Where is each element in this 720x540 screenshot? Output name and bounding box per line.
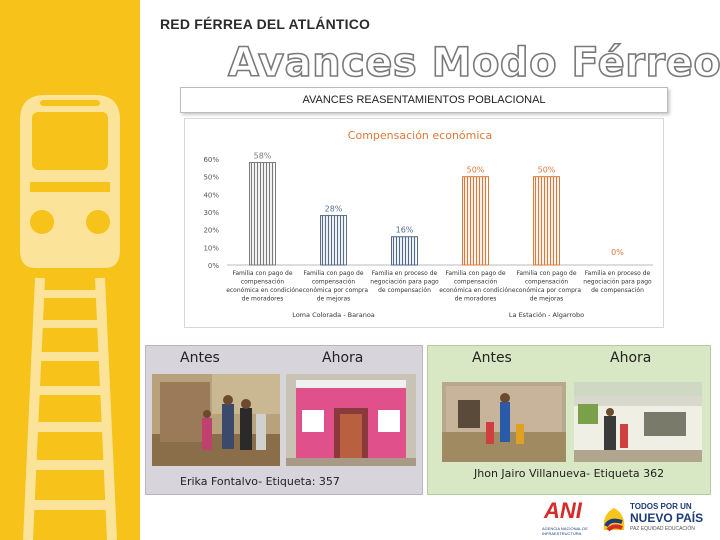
category-label: económica en condición — [226, 287, 299, 294]
data-label: 16% — [396, 226, 414, 235]
y-tick-label: 10% — [203, 244, 219, 252]
caption-right: Jhon Jairo Villanueva- Etiqueta 362 — [474, 467, 665, 480]
before-photo-right — [442, 382, 566, 462]
category-label: de moradores — [242, 296, 284, 303]
category-label: Familia con pago de — [445, 270, 505, 277]
category-label: de compensación — [591, 287, 644, 294]
category-label: de moradores — [455, 296, 497, 303]
chart-canvas: Compensación económica 0% 10% 20% 30% 40% 50% 6… — [203, 129, 653, 319]
category-label: Familia en proceso de — [372, 270, 438, 277]
category-label: de mejoras — [317, 296, 351, 303]
y-tick-label: 0% — [208, 262, 219, 270]
category-label: Familia con pago de — [232, 270, 292, 277]
sidebar-train-banner — [0, 0, 140, 540]
category-label: negociación para pago — [370, 279, 439, 286]
chart-title: Compensación económica — [348, 129, 492, 142]
category-label: de mejoras — [530, 296, 564, 303]
y-tick-label: 20% — [203, 227, 219, 235]
section-subtitle: AVANCES REASENTAMIENTOS POBLACIONAL — [180, 87, 668, 113]
after-label-left: Ahora — [322, 350, 364, 366]
data-label: 50% — [467, 166, 485, 175]
group-label: La Estación - Algarrobo — [509, 311, 584, 319]
after-label-right: Ahora — [610, 350, 652, 366]
bar — [533, 176, 560, 266]
category-label: económica por compra — [299, 287, 368, 294]
ani-logo-subtitle: AGENCIA NACIONAL DE INFRAESTRUCTURA — [542, 526, 588, 536]
page-title: Avances Modo Férreo — [227, 39, 720, 87]
data-label: 50% — [538, 166, 556, 175]
before-photo-left — [152, 374, 280, 466]
after-photo-left — [286, 374, 416, 466]
before-label-left: Antes — [180, 350, 220, 366]
before-label-right: Antes — [472, 350, 512, 366]
data-label: 58% — [254, 152, 272, 161]
company-title: RED FÉRREA DEL ATLÁNTICO — [160, 16, 371, 32]
caption-left: Erika Fontalvo- Etiqueta: 357 — [180, 475, 340, 488]
category-label: económica por compra — [512, 287, 581, 294]
after-photo-right — [574, 382, 702, 462]
category-label: económica en condición — [439, 287, 512, 294]
gov-slogan-line2: NUEVO PAÍS — [630, 511, 704, 525]
group-label: Loma Colorada - Baranoa — [292, 311, 375, 319]
bar — [391, 236, 418, 266]
category-label: Familia en proceso de — [585, 270, 651, 277]
data-label: 28% — [325, 205, 343, 214]
y-tick-label: 30% — [203, 209, 219, 217]
category-label: de compensación — [378, 287, 431, 294]
gov-slogan-line1: TODOS POR UN — [630, 502, 692, 511]
ani-logo: ANI AGENCIA NACIONAL DE INFRAESTRUCTURA — [540, 494, 600, 540]
y-tick-label: 60% — [203, 156, 219, 164]
category-label: compensación — [241, 279, 285, 286]
category-label: compensación — [525, 279, 569, 286]
photo-panel-right: Antes Ahora Jhon Jairo Villanueva- Etiqu… — [427, 345, 711, 495]
bar — [249, 162, 276, 266]
bar — [320, 215, 347, 266]
gov-slogan-line3: PAZ EQUIDAD EDUCACIÓN — [630, 526, 695, 532]
category-label: Familia con pago de — [303, 270, 363, 277]
data-label: 0% — [611, 248, 624, 257]
ani-logo-text: ANI — [544, 498, 582, 523]
train-icon — [20, 95, 120, 540]
category-label: Familia con pago de — [516, 270, 576, 277]
colombia-flag-icon — [603, 508, 625, 532]
category-label: compensación — [312, 279, 356, 286]
photo-panel-left: Antes Ahora Erika Fontalvo- Eti — [145, 345, 423, 495]
bar-chart: Compensación económica 0% 10% 20% 30% 40% 50% 6… — [184, 118, 664, 328]
category-label: compensación — [454, 279, 498, 286]
y-tick-label: 40% — [203, 191, 219, 199]
government-logo: TODOS POR UN NUEVO PAÍS PAZ EQUIDAD EDUC… — [600, 494, 710, 540]
bar — [462, 176, 489, 266]
category-label: negociación para pago — [583, 279, 652, 286]
y-tick-label: 50% — [203, 174, 219, 182]
